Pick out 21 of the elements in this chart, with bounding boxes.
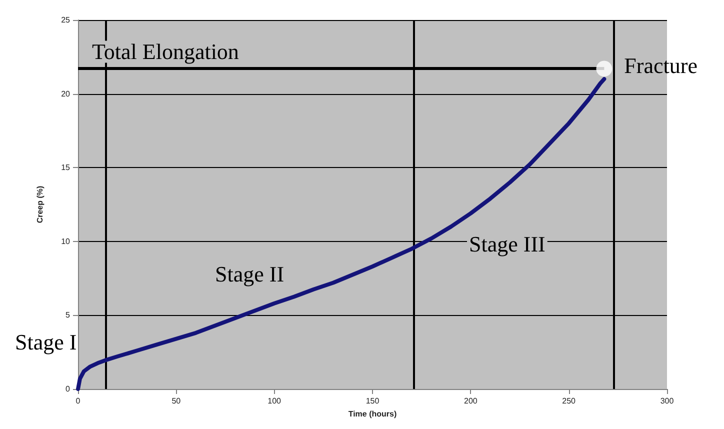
ref-line-label: Total Elongation — [92, 39, 239, 64]
annotation: Stage III — [469, 232, 546, 256]
annotation: Fracture — [624, 53, 698, 78]
y-tick-label: 10 — [61, 236, 71, 246]
x-tick-label: 150 — [366, 396, 380, 406]
text: Stage I — [15, 330, 77, 354]
y-tick-label: 0 — [66, 384, 71, 394]
y-tick-label: 15 — [61, 163, 71, 172]
x-tick-label: 100 — [268, 396, 282, 406]
y-tick-label: 20 — [61, 89, 71, 98]
x-tick-label: 250 — [562, 396, 576, 406]
y-tick-label: 25 — [61, 16, 71, 24]
line-series — [76, 77, 606, 391]
x-tick-label: 200 — [464, 396, 478, 406]
x-tick-label: 300 — [660, 396, 674, 406]
x-tick-label: 50 — [172, 396, 182, 406]
x-axis-title: Time (hours) — [348, 409, 397, 418]
y-axis-title: Creep (%) — [36, 185, 44, 224]
annotation: Stage II — [215, 262, 284, 286]
x-tick-label: 0 — [76, 396, 81, 406]
y-tick-label: 5 — [66, 310, 71, 320]
